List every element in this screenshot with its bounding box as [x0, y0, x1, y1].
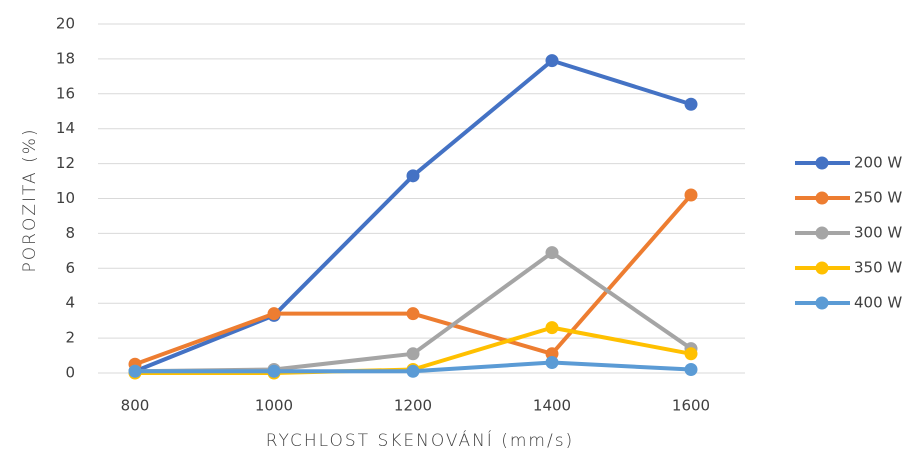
y-tick-label: 0 [65, 364, 75, 382]
y-tick-label: 18 [56, 49, 75, 67]
legend-marker [815, 156, 829, 170]
legend-label: 300 W [854, 224, 902, 242]
x-tick-label: 800 [121, 397, 150, 415]
point [406, 364, 420, 378]
y-tick-label: 2 [65, 329, 75, 347]
point [684, 97, 698, 111]
legend-marker [815, 191, 829, 205]
legend-label: 200 W [854, 154, 902, 172]
point [684, 363, 698, 377]
y-tick-label: 12 [56, 154, 75, 172]
y-tick-label: 20 [56, 15, 75, 33]
point [545, 356, 559, 370]
point [267, 307, 281, 321]
point [267, 364, 281, 378]
x-tick-label: 1200 [394, 397, 432, 415]
legend-label: 250 W [854, 189, 902, 207]
series-line [134, 58, 692, 374]
legend-label: 400 W [854, 294, 902, 312]
legend-marker [815, 226, 829, 240]
y-tick-label: 14 [56, 119, 75, 137]
point [684, 188, 698, 202]
x-tick-label: 1000 [255, 397, 293, 415]
y-tick-label: 16 [56, 84, 75, 102]
point [406, 169, 420, 183]
x-tick-label: 1600 [672, 397, 710, 415]
legend-marker [815, 261, 829, 275]
point [545, 246, 559, 260]
y-axis-title: POROZITA (%) [20, 127, 40, 272]
y-tick-label: 4 [65, 294, 75, 312]
y-tick-label: 8 [65, 224, 75, 242]
legend-label: 350 W [854, 259, 902, 277]
x-axis-title: RYCHLOST SKENOVÁNÍ (mm/s) [266, 429, 574, 451]
point [406, 307, 420, 321]
x-tick-label: 1400 [533, 397, 571, 415]
legend-marker [815, 296, 829, 310]
y-tick-label: 6 [65, 259, 75, 277]
point [545, 54, 559, 68]
point [545, 321, 559, 335]
y-tick-label: 10 [56, 189, 75, 207]
point [406, 347, 420, 361]
point [684, 347, 698, 361]
point [128, 364, 142, 378]
